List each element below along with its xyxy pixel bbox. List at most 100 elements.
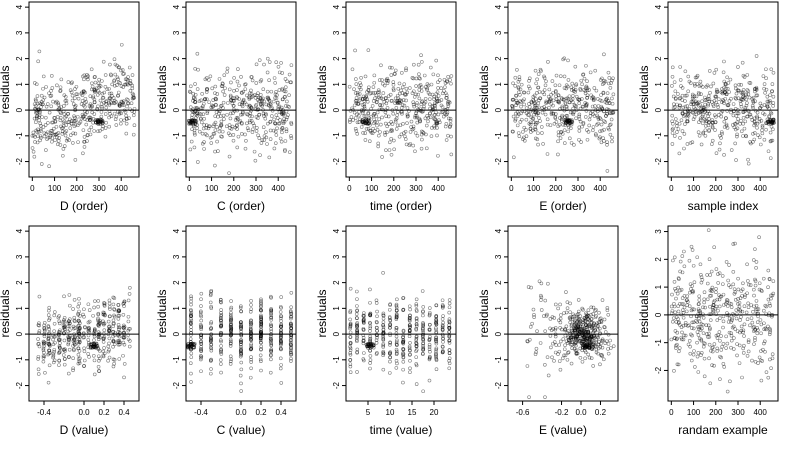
data-point [348, 348, 353, 353]
data-point [760, 123, 765, 128]
data-point [56, 315, 61, 320]
data-point [448, 122, 453, 127]
data-point [204, 76, 209, 80]
data-point [692, 94, 697, 98]
data-point [249, 307, 253, 311]
data-point [107, 329, 111, 333]
data-point [698, 118, 703, 122]
data-point [193, 119, 197, 124]
data-point [78, 120, 83, 124]
data-point [203, 97, 207, 101]
data-point [690, 333, 694, 338]
data-point [368, 313, 372, 317]
data-point [680, 296, 685, 300]
data-point [522, 138, 527, 143]
data-point [92, 327, 97, 331]
data-point [279, 331, 283, 336]
data-point [404, 92, 408, 97]
data-point [51, 342, 56, 347]
x-axis-title: C (value) [217, 423, 266, 437]
data-point [381, 311, 386, 316]
data-point [37, 294, 42, 299]
data-point [259, 313, 263, 318]
data-point [583, 101, 588, 105]
data-point [352, 110, 357, 115]
data-point [429, 82, 434, 87]
data-point [585, 88, 590, 93]
data-point [568, 320, 572, 325]
data-point [205, 111, 210, 115]
data-point [219, 119, 224, 124]
data-point [570, 328, 574, 333]
data-point [62, 325, 67, 329]
data-point [355, 316, 359, 321]
x-tick-label: 20 [430, 408, 439, 417]
data-point [676, 285, 681, 290]
data-point [605, 169, 610, 173]
data-point [46, 121, 50, 125]
data-point [599, 93, 603, 97]
data-point [131, 132, 136, 137]
data-point [707, 342, 712, 347]
data-point [111, 329, 116, 334]
data-point [111, 302, 116, 307]
data-point [569, 126, 573, 131]
data-point [770, 293, 775, 298]
data-point [674, 121, 679, 125]
data-point [708, 381, 713, 386]
data-point [702, 300, 706, 305]
data-point [436, 73, 440, 78]
data-point [742, 304, 747, 308]
data-point [268, 137, 273, 141]
x-tick-label: -0.2 [555, 408, 569, 417]
data-point [102, 346, 106, 350]
data-point [608, 86, 613, 90]
data-point [41, 74, 46, 79]
data-point [39, 129, 43, 133]
data-point [697, 314, 701, 318]
data-point [735, 353, 739, 358]
x-axis-title: time (order) [370, 199, 432, 213]
data-point [583, 115, 588, 119]
x-axis-title: randam example [678, 423, 768, 437]
data-point [289, 321, 293, 326]
data-point [66, 80, 71, 84]
data-point [566, 58, 570, 63]
data-point [228, 359, 233, 364]
data-point [447, 317, 452, 321]
data-point [724, 260, 729, 264]
data-point [381, 316, 386, 321]
data-point [191, 124, 196, 129]
data-point [712, 298, 717, 303]
data-point [532, 93, 537, 98]
data-point [42, 329, 47, 334]
data-point [710, 285, 715, 290]
data-point [541, 142, 545, 146]
data-point [692, 349, 696, 353]
data-point [232, 107, 236, 112]
data-point [598, 316, 603, 321]
data-point [606, 70, 611, 75]
data-point [219, 339, 223, 344]
data-point [101, 96, 106, 100]
data-point [543, 83, 548, 88]
data-point [387, 315, 392, 319]
data-point [72, 338, 77, 342]
data-point [249, 342, 254, 346]
data-point [610, 139, 614, 144]
data-point [448, 124, 452, 129]
data-point [444, 138, 449, 142]
data-point [208, 124, 212, 129]
data-point [408, 370, 412, 374]
data-point [715, 346, 720, 351]
data-point [545, 312, 549, 317]
data-point [64, 138, 69, 143]
data-point [746, 305, 751, 310]
data-point [98, 117, 102, 122]
data-point [680, 330, 684, 335]
data-point [576, 309, 581, 314]
data-point [720, 89, 725, 94]
data-point [530, 321, 534, 326]
data-point [407, 304, 412, 309]
data-point [676, 92, 680, 96]
